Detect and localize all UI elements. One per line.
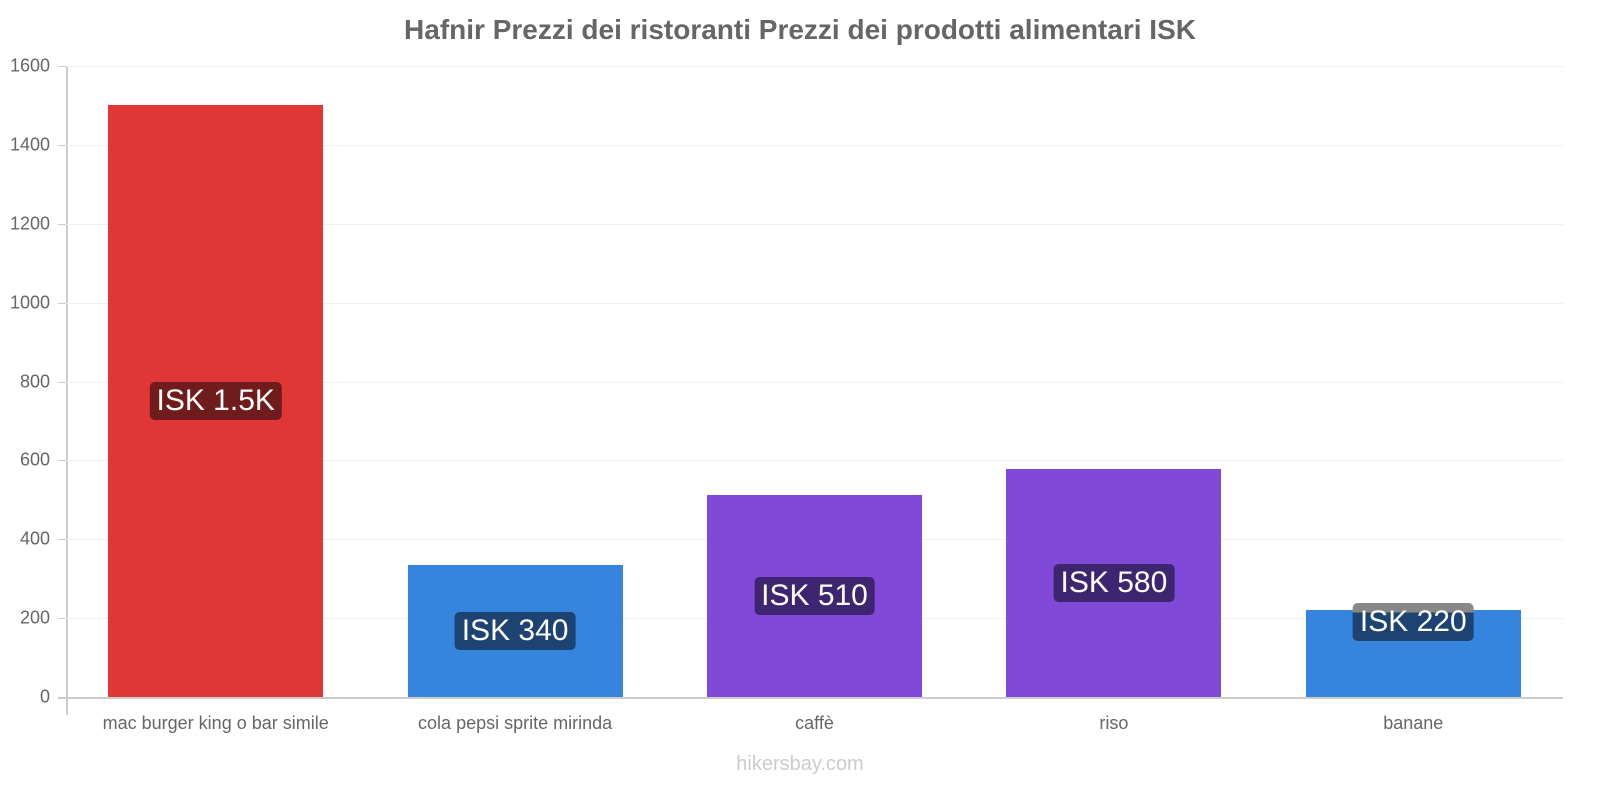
x-axis bbox=[58, 697, 1563, 699]
x-category-label: banane bbox=[1383, 713, 1444, 733]
bar-value-label: ISK 220 bbox=[1352, 603, 1474, 641]
x-category-label: caffè bbox=[795, 713, 834, 733]
y-tick-mark bbox=[58, 144, 66, 146]
y-tick-mark bbox=[58, 697, 66, 698]
y-tick-mark bbox=[58, 302, 66, 304]
y-tick-label: 1000 bbox=[9, 292, 50, 313]
watermark: hikersbay.com bbox=[736, 753, 864, 775]
gridline bbox=[66, 381, 1563, 383]
chart-title: Hafnir Prezzi dei ristoranti Prezzi dei … bbox=[404, 14, 1196, 45]
y-axis bbox=[66, 66, 68, 715]
y-tick-label: 400 bbox=[19, 528, 50, 549]
y-tick-mark bbox=[58, 381, 66, 383]
x-category-label: cola pepsi sprite mirinda bbox=[418, 713, 613, 733]
y-tick-label: 600 bbox=[19, 449, 50, 470]
bar-value-label: ISK 1.5K bbox=[149, 382, 282, 421]
y-tick-label: 1600 bbox=[9, 55, 50, 76]
y-tick-mark bbox=[58, 618, 66, 620]
gridline bbox=[66, 302, 1563, 304]
y-tick-label: 1400 bbox=[9, 134, 50, 155]
y-tick-mark bbox=[58, 66, 66, 67]
y-tick-label: 0 bbox=[39, 686, 50, 707]
bar-value-label: ISK 580 bbox=[1053, 564, 1175, 603]
x-category-label: mac burger king o bar simile bbox=[102, 713, 329, 733]
bar-value-label: ISK 510 bbox=[754, 576, 875, 615]
y-tick-mark bbox=[58, 460, 66, 462]
x-category-label: riso bbox=[1099, 713, 1129, 733]
gridline bbox=[66, 460, 1563, 462]
gridline bbox=[66, 144, 1563, 146]
y-tick-mark bbox=[58, 223, 66, 225]
y-tick-label: 200 bbox=[19, 607, 50, 628]
y-tick-label: 800 bbox=[19, 371, 50, 391]
y-tick-mark bbox=[58, 539, 66, 541]
gridline bbox=[66, 223, 1563, 225]
gridline bbox=[66, 66, 1563, 67]
bar-value-label: ISK 340 bbox=[454, 611, 576, 650]
y-tick-label: 1200 bbox=[9, 213, 50, 234]
